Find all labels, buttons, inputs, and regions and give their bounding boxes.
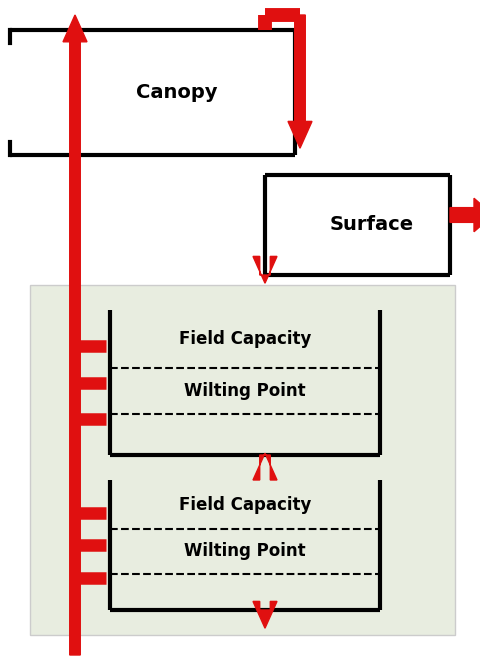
Text: Surface: Surface [330,216,414,234]
FancyArrow shape [253,453,277,480]
FancyArrow shape [450,198,480,232]
FancyArrow shape [253,602,277,628]
FancyArrow shape [253,257,277,283]
Text: Field Capacity: Field Capacity [179,330,311,348]
Bar [30,285,455,635]
Text: Canopy: Canopy [136,83,217,102]
FancyArrow shape [63,15,87,655]
Text: Wilting Point: Wilting Point [184,382,306,400]
Text: Field Capacity: Field Capacity [179,496,311,514]
Text: Wilting Point: Wilting Point [184,543,306,561]
FancyArrow shape [288,15,312,148]
